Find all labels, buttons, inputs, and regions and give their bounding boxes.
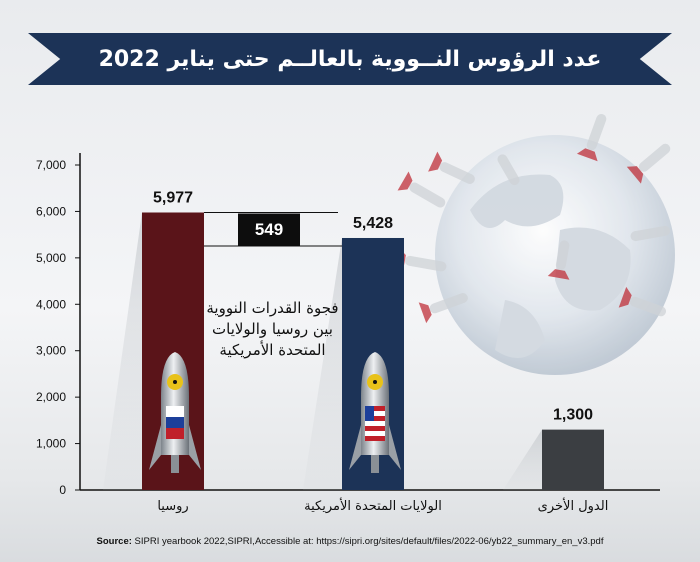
usa-flag-stripe	[365, 426, 385, 431]
radiation-center	[373, 380, 377, 384]
bar-value-label: 1,300	[553, 407, 593, 424]
gap-box	[238, 213, 300, 246]
source-text: SIPRI yearbook 2022,SIPRI,Accessible at:…	[134, 536, 604, 547]
usa-flag-stripe	[365, 416, 385, 421]
x-category-label: الولايات المتحدة الأمريكية	[304, 497, 442, 514]
rocket-icon	[349, 352, 401, 473]
y-tick-label: 7,000	[36, 158, 66, 172]
rocket-fin-center	[171, 455, 179, 473]
y-tick-label: 1,000	[36, 437, 66, 451]
bar-value-label: 5,977	[153, 189, 193, 206]
x-category-label: روسيا	[157, 499, 188, 514]
y-tick-label: 0	[59, 483, 66, 497]
globe-decoration	[435, 135, 675, 375]
usa-flag-stripe	[365, 421, 385, 426]
radiation-center	[173, 380, 177, 384]
chart-title: عدد الرؤوس النــووية بالعالــم حتى يناير…	[98, 46, 602, 72]
usa-flag-stripe	[365, 406, 385, 411]
gap-value-label: 549	[255, 220, 283, 239]
rocket-body	[161, 352, 189, 455]
x-category-label: الدول الأخرى	[538, 497, 609, 514]
rocket-fin-center	[371, 455, 379, 473]
y-tick-label: 3,000	[36, 344, 66, 358]
y-tick-label: 5,000	[36, 251, 66, 265]
russia-flag-blue	[166, 417, 184, 428]
rocket-fin-right	[189, 425, 201, 470]
usa-flag-stripe	[365, 436, 385, 441]
bar-value-label: 5,428	[353, 215, 393, 232]
bar	[542, 429, 604, 490]
source-note: Source: SIPRI yearbook 2022,SIPRI,Access…	[0, 536, 700, 547]
usa-flag-stripe	[365, 411, 385, 416]
rocket-fin-left	[349, 425, 361, 470]
russia-flag-red	[166, 428, 184, 439]
rocket-icon	[149, 352, 201, 473]
gap-annotation: فجوة القدرات النووية بين روسيا والولايات…	[206, 299, 339, 359]
usa-flag-stripe	[365, 431, 385, 436]
usa-flag-icon	[365, 406, 374, 421]
y-tick-label: 2,000	[36, 390, 66, 404]
source-label: Source:	[96, 536, 132, 547]
y-tick-label: 4,000	[36, 297, 66, 311]
rocket-fin-left	[149, 425, 161, 470]
y-tick-label: 6,000	[36, 204, 66, 218]
rocket-fin-right	[389, 425, 401, 470]
russia-flag-icon	[166, 406, 184, 417]
title-banner: عدد الرؤوس النــووية بالعالــم حتى يناير…	[28, 33, 672, 85]
